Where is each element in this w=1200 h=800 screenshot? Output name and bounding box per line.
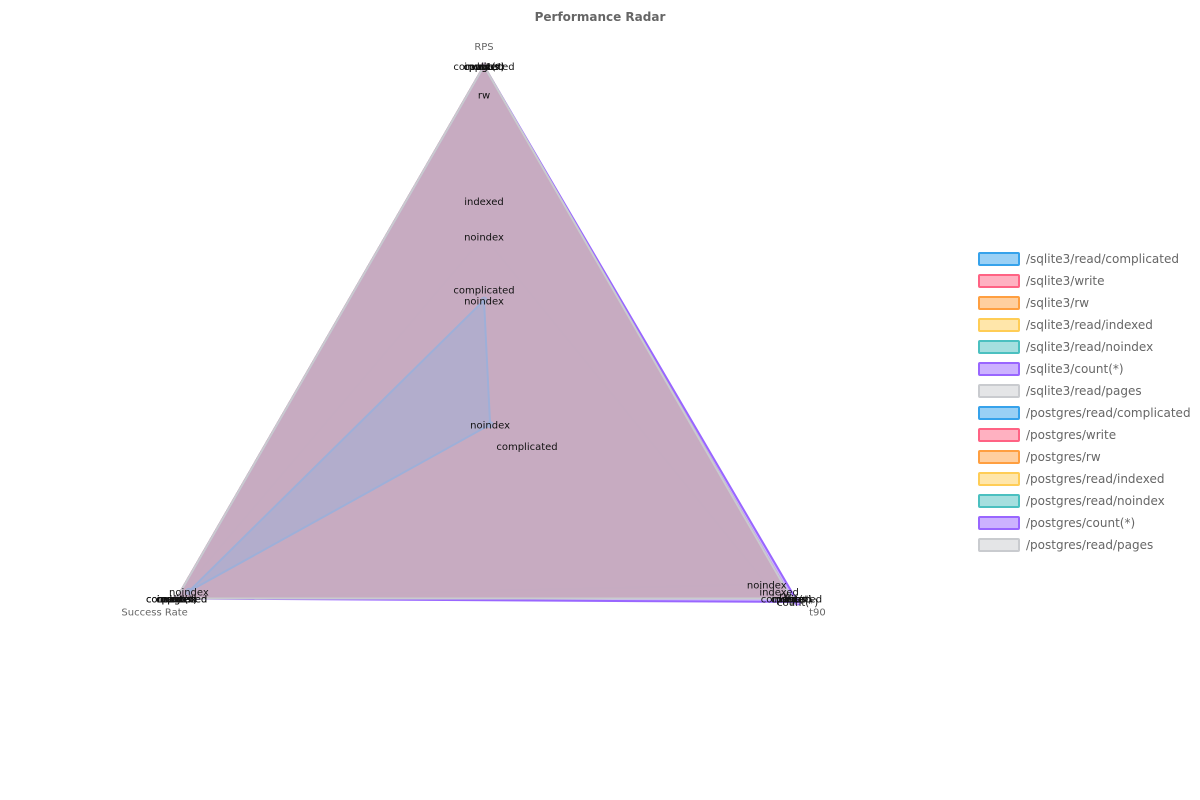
point-label-8-2: write: [164, 595, 189, 606]
point-label-0-0: complicated: [453, 286, 514, 297]
point-label-9-1: rw: [785, 595, 797, 606]
series-point-13-0: [480, 62, 488, 70]
point-label-5-2: count(*): [156, 595, 197, 606]
legend-item[interactable]: /sqlite3/read/noindex: [978, 336, 1198, 358]
point-label-7-2: complicated: [146, 595, 207, 606]
series-point-13-2: [173, 595, 181, 602]
point-label-8-1: write: [779, 595, 804, 606]
series-polygons: [173, 62, 802, 606]
legend-swatch: [978, 516, 1020, 530]
point-label-6-2: pages: [162, 595, 192, 606]
point-label-11-1: noindex: [470, 421, 510, 432]
legend-item[interactable]: /sqlite3/read/indexed: [978, 314, 1198, 336]
series-polygon-13: [174, 63, 794, 600]
series-point-12-1: [794, 598, 802, 606]
legend-swatch: [978, 428, 1020, 442]
legend-swatch: [978, 318, 1020, 332]
point-label-9-2: rw: [170, 595, 182, 606]
point-label-4-0: noindex: [464, 232, 504, 243]
point-label-3-1: indexed: [759, 587, 799, 598]
legend-label: /postgres/read/complicated: [1026, 406, 1191, 420]
legend-swatch: [978, 472, 1020, 486]
legend-item[interactable]: /postgres/read/indexed: [978, 468, 1198, 490]
legend-label: /sqlite3/read/complicated: [1026, 252, 1179, 266]
legend-label: /postgres/count(*): [1026, 516, 1136, 530]
legend-swatch: [978, 494, 1020, 508]
legend-item[interactable]: /postgres/read/noindex: [978, 490, 1198, 512]
point-label-0-2: complicated: [146, 595, 207, 606]
legend-item[interactable]: /postgres/count(*): [978, 512, 1198, 534]
legend-label: /postgres/read/pages: [1026, 538, 1154, 552]
point-label-9-0: rw: [478, 62, 490, 73]
point-label-12-1: count(*): [777, 598, 818, 609]
point-label-7-1: complicated: [761, 595, 822, 606]
legend-item[interactable]: /sqlite3/read/pages: [978, 380, 1198, 402]
point-label-2-1: rw: [779, 591, 791, 602]
legend-swatch: [978, 340, 1020, 354]
series-point-13-1: [787, 595, 795, 602]
legend-item[interactable]: /sqlite3/write: [978, 270, 1198, 292]
point-label-10-0: indexed: [464, 62, 504, 73]
legend-label: /sqlite3/write: [1026, 274, 1105, 288]
axis-label-0: RPS: [474, 42, 493, 53]
point-label-10-2: indexed: [157, 595, 197, 606]
point-label-6-1: pages: [776, 595, 806, 606]
legend-swatch: [978, 296, 1020, 310]
point-label-8-0: write: [471, 62, 496, 73]
legend-item[interactable]: /postgres/rw: [978, 446, 1198, 468]
point-label-2-2: rw: [170, 595, 182, 606]
point-label-4-2: noindex: [157, 595, 197, 606]
point-label-4-1: noindex: [747, 580, 787, 591]
point-label-5-1: count(*): [771, 595, 812, 606]
legend-label: /sqlite3/read/pages: [1026, 384, 1142, 398]
legend-item[interactable]: /sqlite3/count(*): [978, 358, 1198, 380]
point-label-11-0: noindex: [464, 296, 504, 307]
legend-item[interactable]: /postgres/read/pages: [978, 534, 1198, 556]
legend-label: /sqlite3/count(*): [1026, 362, 1124, 376]
point-label-13-2: pages: [162, 595, 192, 606]
legend-swatch: [978, 274, 1020, 288]
legend-label: /sqlite3/read/indexed: [1026, 318, 1153, 332]
point-label-12-0: count(*): [463, 62, 504, 73]
axis-label-1: t90: [809, 608, 826, 619]
point-label-7-0: complicated: [453, 62, 514, 73]
legend-label: /postgres/read/indexed: [1026, 472, 1165, 486]
legend-label: /sqlite3/rw: [1026, 296, 1090, 310]
point-label-1-0: write: [471, 62, 496, 73]
legend-swatch: [978, 538, 1020, 552]
point-label-2-0: rw: [478, 90, 490, 101]
legend-label: /sqlite3/read/noindex: [1026, 340, 1154, 354]
legend-swatch: [978, 450, 1020, 464]
legend-item[interactable]: /postgres/read/complicated: [978, 402, 1198, 424]
point-label-11-2: noindex: [169, 587, 209, 598]
legend-item[interactable]: /sqlite3/read/complicated: [978, 248, 1198, 270]
legend-swatch: [978, 362, 1020, 376]
chart-title: Performance Radar: [535, 10, 666, 24]
point-label-10-1: indexed: [772, 595, 812, 606]
legend-item[interactable]: /sqlite3/rw: [978, 292, 1198, 314]
point-label-1-2: write: [164, 595, 189, 606]
legend-swatch: [978, 252, 1020, 266]
point-label-12-2: count(*): [156, 595, 197, 606]
point-label-1-1: write: [779, 595, 804, 606]
axis-labels: RPS t90 Success Rate: [121, 42, 825, 619]
point-label-13-0: pages: [469, 62, 499, 73]
point-label-6-0: pages: [469, 62, 499, 73]
legend-swatch: [978, 384, 1020, 398]
legend-label: /postgres/rw: [1026, 450, 1101, 464]
point-label-5-0: count(*): [463, 62, 504, 73]
legend-label: /postgres/read/noindex: [1026, 494, 1165, 508]
point-label-13-1: pages: [776, 595, 806, 606]
legend-item[interactable]: /postgres/write: [978, 424, 1198, 446]
axis-label-2: Success Rate: [121, 608, 187, 619]
legend-swatch: [978, 406, 1020, 420]
legend-label: /postgres/write: [1026, 428, 1117, 442]
point-label-3-2: indexed: [157, 595, 197, 606]
point-label-0-1: complicated: [496, 442, 557, 453]
point-labels: complicatedcomplicatedcomplicatedwritewr…: [146, 62, 822, 609]
point-label-3-0: indexed: [464, 197, 504, 208]
chart-legend: /sqlite3/read/complicated/sqlite3/write /…: [978, 248, 1198, 556]
